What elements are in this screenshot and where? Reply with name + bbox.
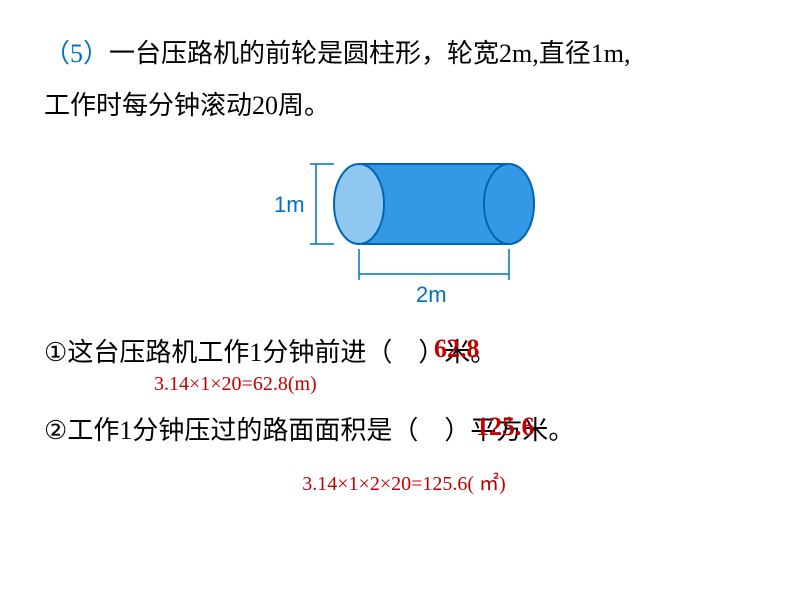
problem-statement: （5）一台压路机的前轮是圆柱形，轮宽2m,直径1m, 工作时每分钟滚动20周。 xyxy=(44,28,764,132)
q1-working: 3.14×1×20=62.8(m) xyxy=(154,373,764,396)
height-label: 1m xyxy=(274,192,305,217)
q1-answer: 62.8 xyxy=(434,334,480,364)
q2-before: 工作1分钟压过的路面面积是（ xyxy=(67,416,418,445)
question-1: ①这台压路机工作1分钟前进（ ）米。 62.8 xyxy=(44,332,764,369)
q1-number: ① xyxy=(44,338,67,368)
question-2: ②工作1分钟压过的路面面积是（ ）平方米。 125.6 xyxy=(44,410,764,447)
q2-number: ② xyxy=(44,416,67,446)
problem-line1: 一台压路机的前轮是圆柱形，轮宽2m,直径1m, xyxy=(109,39,630,68)
width-label: 2m xyxy=(416,282,447,307)
q2-working: 3.14×1×2×20=125.6( ㎡) xyxy=(44,467,764,496)
cylinder-svg: 1m 2m xyxy=(244,144,564,314)
cylinder-diagram: 1m 2m xyxy=(244,144,564,314)
question-number: （5） xyxy=(44,39,109,68)
q2-answer: 125.6 xyxy=(476,412,535,442)
q1-before: 这台压路机工作1分钟前进（ xyxy=(67,338,392,367)
problem-line2: 工作时每分钟滚动20周。 xyxy=(44,91,330,120)
diagram-container: 1m 2m xyxy=(44,144,764,314)
slide-content: （5）一台压路机的前轮是圆柱形，轮宽2m,直径1m, 工作时每分钟滚动20周。 … xyxy=(0,0,794,530)
